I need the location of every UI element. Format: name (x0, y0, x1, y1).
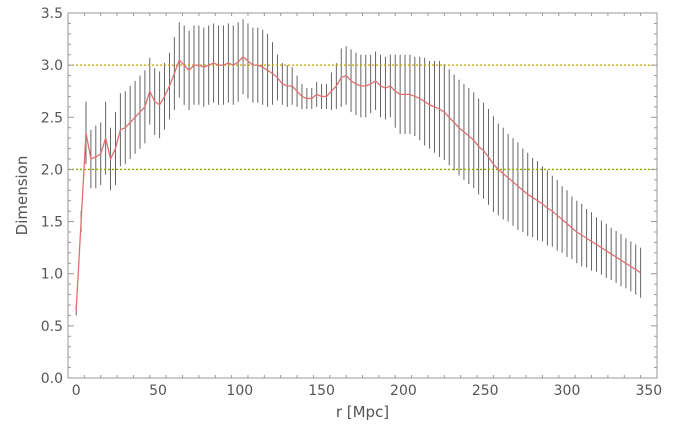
x-tick-label: 150 (308, 383, 335, 399)
x-tick-label: 300 (554, 383, 581, 399)
y-axis-label: Dimension (13, 156, 31, 236)
x-tick-label: 0 (72, 383, 81, 399)
x-tick-label: 350 (635, 383, 662, 399)
x-tick-label: 200 (390, 383, 417, 399)
reference-lines (68, 64, 657, 171)
x-tick-label: 250 (472, 383, 499, 399)
y-tick-label: 2.0 (41, 162, 63, 178)
x-tick-labels: 0 50 100 150 200 250 300 350 (72, 383, 662, 399)
axis-ticks (67, 12, 658, 379)
series-line (75, 55, 641, 311)
y-tick-label: 0.5 (41, 319, 63, 335)
y-tick-label: 3.5 (41, 6, 63, 22)
x-tick-label: 50 (149, 383, 167, 399)
y-tick-label: 1.5 (41, 215, 63, 231)
y-tick-label: 1.0 (41, 267, 63, 283)
error-bars (75, 19, 642, 316)
y-tick-label: 0.0 (41, 371, 63, 387)
y-tick-labels: 0.0 0.5 1.0 1.5 2.0 2.5 3.0 3.5 (41, 6, 63, 387)
y-tick-label: 3.0 (41, 58, 63, 74)
plot-frame (67, 12, 658, 379)
y-tick-label: 2.5 (41, 110, 63, 126)
x-tick-label: 100 (226, 383, 253, 399)
x-axis-label: r [Mpc] (336, 403, 389, 421)
